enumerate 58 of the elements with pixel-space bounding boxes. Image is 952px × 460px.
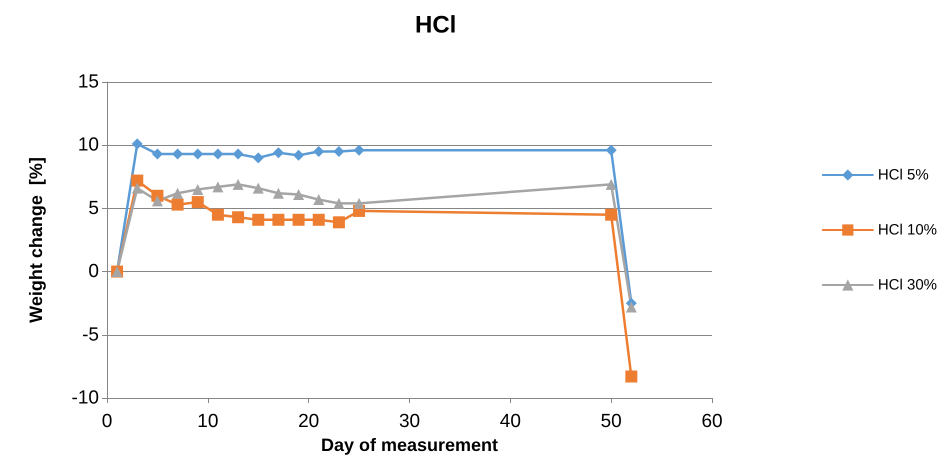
y-tick-label: -5 [82, 324, 99, 346]
point [252, 214, 264, 226]
legend-label: HCl 30% [878, 276, 937, 294]
x-tick-label: 60 [701, 411, 723, 432]
point [192, 196, 204, 208]
point [192, 184, 204, 195]
x-tick-label: 10 [197, 411, 218, 432]
point [625, 370, 638, 383]
point [272, 147, 284, 158]
point [212, 181, 224, 192]
y-tick-label: 10 [78, 134, 99, 156]
point [354, 198, 365, 209]
point [292, 214, 305, 226]
x-tick-label: 40 [500, 411, 521, 432]
point [252, 182, 264, 194]
point [172, 148, 184, 160]
point [232, 178, 244, 190]
chart-title: HCl [415, 12, 456, 38]
point [172, 198, 184, 211]
point [333, 198, 344, 209]
legend-label: HCl 5% [878, 166, 929, 184]
point [293, 188, 304, 200]
x-tick-label: 30 [398, 411, 420, 432]
point [212, 208, 224, 221]
point [152, 148, 163, 160]
legend-label: HCl 10% [878, 222, 937, 238]
point [313, 146, 324, 158]
point [313, 194, 324, 206]
point [152, 195, 163, 206]
x-tick-label: 50 [600, 411, 622, 432]
point [312, 214, 325, 226]
point [192, 148, 204, 160]
point [131, 174, 144, 187]
point [232, 148, 244, 160]
point [132, 182, 143, 194]
point [132, 138, 143, 150]
point [626, 301, 637, 312]
point [272, 214, 284, 226]
x-tick-label: 0 [102, 411, 112, 432]
point [212, 148, 224, 160]
x-tick-label: 20 [298, 411, 320, 432]
point [252, 152, 264, 164]
y-tick-label: -10 [72, 388, 99, 408]
point [354, 144, 365, 156]
point [172, 188, 184, 199]
y-tick-label: 0 [88, 261, 99, 282]
point [332, 216, 345, 228]
y-axis-title: Weight change [%] [26, 157, 46, 323]
y-tick-label: 15 [78, 72, 99, 92]
point [333, 146, 344, 158]
point [293, 150, 304, 161]
y-tick-label: 5 [88, 198, 99, 219]
point [232, 211, 244, 224]
point [606, 178, 617, 190]
point [606, 144, 617, 156]
x-axis-title: Day of measurement [320, 434, 498, 455]
point [272, 188, 284, 199]
point [605, 208, 618, 221]
